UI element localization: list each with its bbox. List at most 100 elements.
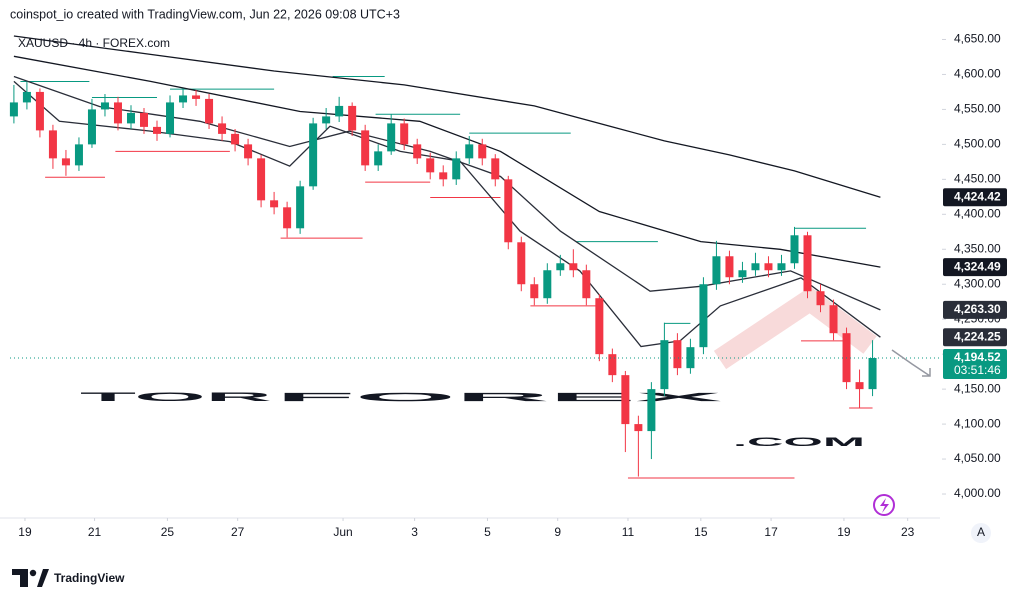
candle-body	[113, 102, 122, 124]
candle-body	[634, 424, 643, 432]
candle-body	[48, 130, 57, 159]
button-label[interactable]: A	[977, 525, 985, 539]
watermark-roof	[713, 286, 877, 370]
candle-body	[465, 144, 474, 159]
candle-body	[140, 112, 149, 127]
x-tick-label: 21	[88, 525, 102, 539]
y-tick-label: 4,150.00	[954, 381, 1001, 395]
button-bg[interactable]	[971, 523, 991, 543]
candle-body	[153, 126, 162, 134]
x-tick-label: 25	[161, 525, 175, 539]
candle-body	[556, 263, 565, 271]
x-tick-label: 15	[694, 525, 708, 539]
candle-body	[439, 172, 448, 180]
price-tag	[943, 348, 1007, 379]
candle-body	[179, 95, 188, 103]
x-tick-label: 19	[837, 525, 851, 539]
price-tag	[943, 258, 1007, 277]
candle-body	[387, 123, 396, 152]
y-tick-label: 4,450.00	[954, 172, 1001, 186]
x-tick-label: 19	[18, 525, 32, 539]
price-tag	[943, 328, 1007, 347]
candle-body	[126, 112, 135, 124]
candle-body	[231, 133, 240, 145]
auto-button[interactable]: A	[971, 523, 991, 543]
y-tick-label: 4,550.00	[954, 102, 1001, 116]
logo-dot	[29, 569, 37, 577]
moving-average	[13, 35, 881, 198]
candle-body	[543, 270, 552, 299]
candle-body	[673, 340, 682, 369]
candle-body	[751, 263, 760, 271]
watermark-part: TOR	[80, 390, 274, 404]
candle-body	[517, 242, 526, 285]
countdown-label: 03:51:46	[954, 363, 1001, 377]
x-tick-label: 5	[484, 525, 491, 539]
y-tick-label: 4,500.00	[954, 137, 1001, 151]
candle-body	[530, 284, 539, 299]
symbol-legend: XAUUSD · 4h · FOREX.com	[18, 36, 170, 50]
moving-average	[13, 55, 881, 268]
candle-body	[647, 389, 656, 432]
arrow-drawing	[891, 349, 931, 377]
header: coinspot_io created with TradingView.com…	[10, 7, 400, 21]
alert-icon	[873, 494, 895, 516]
candle-body	[374, 151, 383, 166]
candle-body	[595, 298, 604, 355]
candle-body	[621, 375, 630, 425]
price-tag-label: 4,224.25	[954, 329, 1001, 343]
y-tick-label: 4,350.00	[954, 241, 1001, 255]
candle-body	[335, 105, 344, 117]
candle-body	[790, 235, 799, 264]
candle-body	[361, 130, 370, 166]
candle-body	[868, 357, 877, 390]
y-tick-label: 4,000.00	[954, 486, 1001, 500]
plot	[9, 35, 940, 479]
x-tick-label: 17	[764, 525, 778, 539]
icon-circle	[873, 494, 895, 516]
price-tag-label: 4,263.30	[954, 302, 1001, 316]
price-tag-label: 4,194.52	[954, 350, 1001, 364]
candle-body	[22, 91, 31, 103]
candle-body	[712, 256, 721, 285]
x-tick-label: 11	[622, 525, 635, 539]
candle-body	[478, 144, 487, 159]
candle-body	[205, 98, 214, 124]
candle-body	[569, 263, 578, 271]
watermark-part: .COM	[733, 435, 865, 449]
candle-body	[660, 340, 669, 390]
candle-body	[309, 123, 318, 187]
candle-body	[725, 256, 734, 278]
candle-body	[699, 284, 708, 348]
y-tick-label: 4,650.00	[954, 32, 1001, 46]
y-tick-label: 4,050.00	[954, 451, 1001, 465]
candle-body	[9, 102, 18, 117]
candle-body	[166, 102, 175, 134]
candle-body	[608, 354, 617, 376]
x-tick-label: 23	[901, 525, 915, 539]
y-tick-label: 4,600.00	[954, 67, 1001, 81]
candle-body	[764, 263, 773, 271]
x-tick-label: Jun	[333, 525, 352, 539]
candle-body	[803, 235, 812, 292]
candle-body	[426, 158, 435, 173]
candle-body	[348, 105, 357, 131]
candle-body	[855, 382, 864, 390]
y-tick-label: 4,300.00	[954, 276, 1001, 290]
y-tick-label: 4,100.00	[954, 416, 1001, 430]
price-tag	[943, 188, 1007, 207]
candle-body	[400, 123, 409, 145]
watermark: TOR FOREX .COM	[80, 286, 877, 449]
candle-body	[100, 102, 109, 110]
price-tag-label: 4,324.49	[954, 259, 1001, 273]
candle-body	[504, 179, 513, 243]
candle-body	[244, 144, 253, 159]
icon-bolt	[880, 498, 889, 513]
x-tick-label: 27	[231, 525, 245, 539]
candle-body	[738, 270, 747, 278]
price-tag	[943, 300, 1007, 319]
candle-body	[270, 200, 279, 208]
candle-body	[829, 305, 838, 334]
